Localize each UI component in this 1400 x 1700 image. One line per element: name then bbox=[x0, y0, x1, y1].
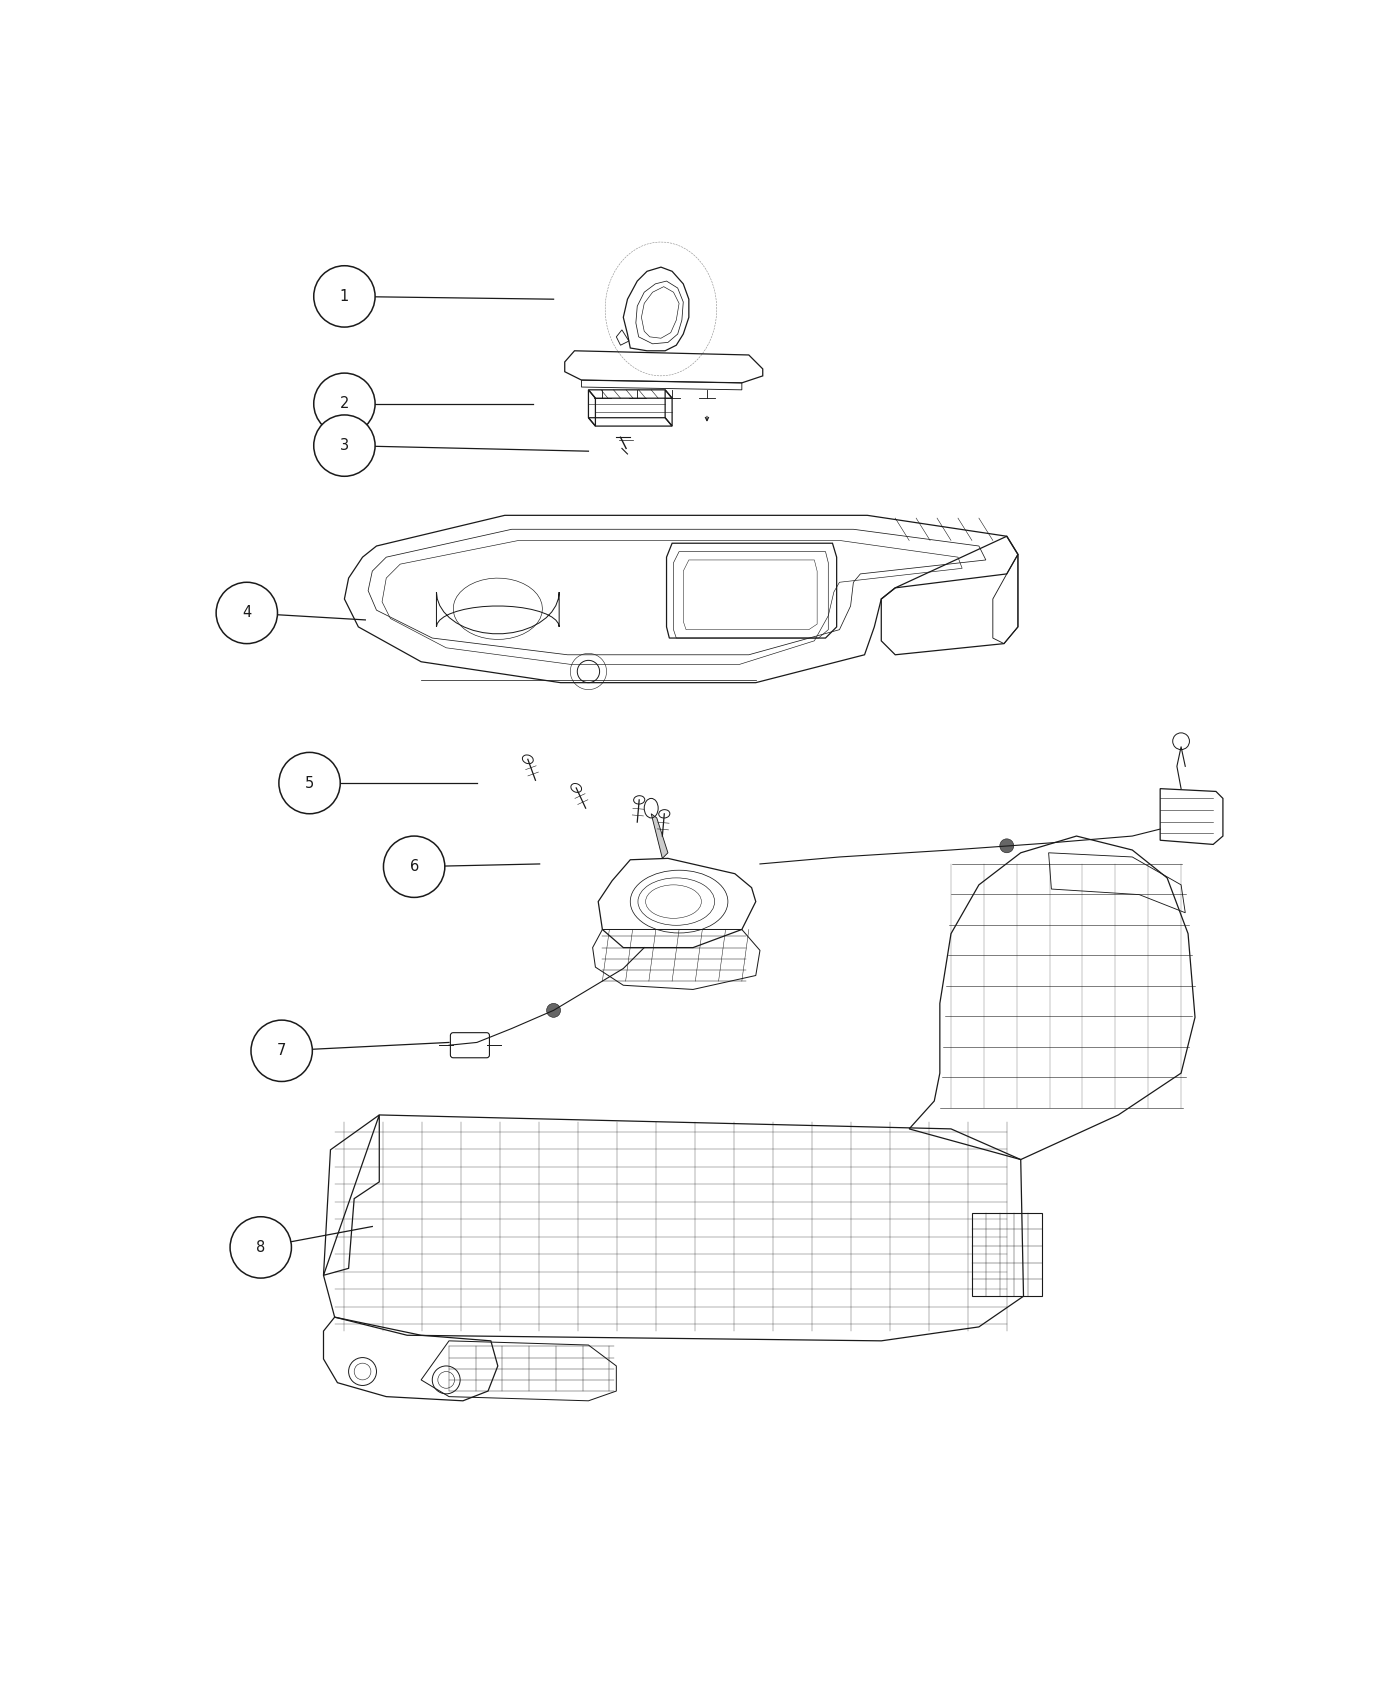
Circle shape bbox=[279, 753, 340, 814]
Text: 2: 2 bbox=[340, 396, 349, 411]
Circle shape bbox=[314, 415, 375, 476]
Circle shape bbox=[314, 265, 375, 326]
Circle shape bbox=[230, 1217, 291, 1278]
Circle shape bbox=[251, 1020, 312, 1081]
Polygon shape bbox=[651, 814, 668, 858]
Text: 5: 5 bbox=[305, 775, 314, 791]
Text: 6: 6 bbox=[410, 858, 419, 874]
Text: 3: 3 bbox=[340, 439, 349, 454]
Circle shape bbox=[546, 1003, 560, 1017]
Circle shape bbox=[216, 583, 277, 644]
Text: 1: 1 bbox=[340, 289, 349, 304]
Circle shape bbox=[384, 836, 445, 898]
Circle shape bbox=[314, 372, 375, 435]
Circle shape bbox=[1000, 838, 1014, 853]
Text: 4: 4 bbox=[242, 605, 252, 620]
Text: 8: 8 bbox=[256, 1239, 266, 1255]
Text: 7: 7 bbox=[277, 1044, 287, 1059]
